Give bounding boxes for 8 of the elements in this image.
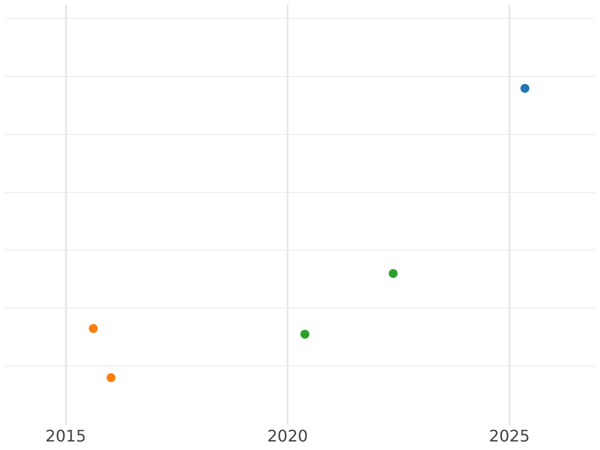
- point: [88, 324, 98, 333]
- point: [300, 330, 310, 339]
- x-tick-label: 2020: [267, 426, 308, 446]
- x-tick-label: 2015: [45, 426, 86, 446]
- point: [520, 84, 530, 93]
- point: [106, 373, 116, 382]
- x-tick-label: 2025: [489, 426, 530, 446]
- point: [388, 268, 398, 278]
